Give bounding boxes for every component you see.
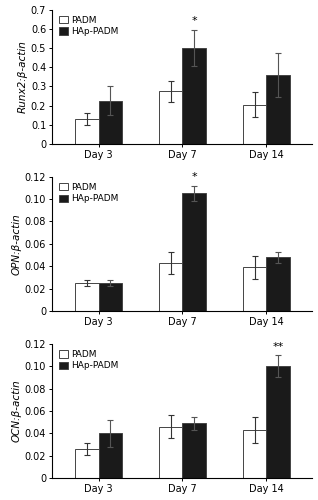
Y-axis label: OCN:β-actin: OCN:β-actin <box>12 380 22 442</box>
Legend: PADM, HAp-PADM: PADM, HAp-PADM <box>57 181 121 205</box>
Bar <box>99 283 122 311</box>
Bar <box>183 194 206 311</box>
Bar <box>99 101 122 144</box>
Bar <box>183 48 206 144</box>
Bar <box>75 119 99 144</box>
Bar <box>99 434 122 478</box>
Y-axis label: OPN:β-actin: OPN:β-actin <box>12 213 22 275</box>
Bar <box>75 449 99 478</box>
Bar <box>243 268 266 311</box>
Bar <box>159 91 183 144</box>
Bar <box>159 426 183 478</box>
Text: *: * <box>191 172 197 182</box>
Bar <box>75 283 99 311</box>
Text: **: ** <box>273 342 284 351</box>
Bar <box>159 263 183 311</box>
Bar <box>266 258 290 311</box>
Y-axis label: Runx2:β-actin: Runx2:β-actin <box>18 40 28 113</box>
Legend: PADM, HAp-PADM: PADM, HAp-PADM <box>57 14 121 38</box>
Bar <box>243 104 266 144</box>
Bar <box>183 424 206 478</box>
Bar <box>266 75 290 144</box>
Bar <box>243 430 266 478</box>
Bar <box>266 366 290 478</box>
Text: *: * <box>191 16 197 26</box>
Legend: PADM, HAp-PADM: PADM, HAp-PADM <box>57 348 121 372</box>
